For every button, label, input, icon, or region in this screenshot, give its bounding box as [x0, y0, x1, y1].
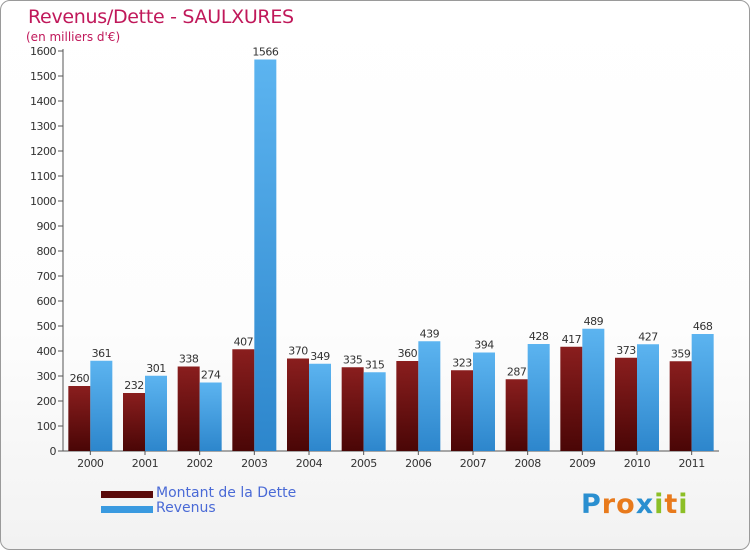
debt-value-label: 407 — [234, 335, 254, 348]
revenue-bar — [473, 352, 495, 451]
revenue-value-label: 361 — [92, 347, 112, 360]
x-tick-label: 2010 — [624, 457, 651, 470]
y-tick-label: 1400 — [30, 95, 56, 108]
y-tick-label: 1100 — [30, 170, 56, 183]
revenue-bar — [90, 360, 113, 451]
y-tick-label: 300 — [37, 370, 57, 383]
x-tick-label: 2003 — [241, 457, 268, 470]
legend-swatch-debt — [101, 491, 153, 498]
debt-value-label: 232 — [124, 379, 144, 392]
logo-letter: o — [616, 489, 636, 520]
debt-bar — [177, 366, 200, 451]
revenue-bar — [691, 334, 714, 451]
revenue-value-label: 468 — [693, 320, 713, 333]
proxiti-logo: Proxiti — [581, 489, 689, 520]
debt-bar — [451, 370, 473, 451]
y-tick-label: 600 — [37, 295, 57, 308]
debt-bar — [341, 367, 364, 451]
y-tick-label: 800 — [37, 245, 57, 258]
logo-letter: i — [678, 489, 689, 520]
logo-letter: P — [581, 489, 602, 520]
debt-bar — [505, 379, 528, 451]
revenue-value-label: 439 — [420, 327, 440, 340]
y-tick-label: 500 — [37, 320, 57, 333]
debt-value-label: 338 — [179, 353, 199, 366]
debt-bar — [615, 357, 637, 451]
debt-bar — [396, 361, 419, 451]
debt-value-label: 370 — [288, 345, 308, 358]
x-tick-label: 2005 — [350, 457, 377, 470]
y-tick-label: 200 — [37, 395, 57, 408]
revenue-bar — [363, 372, 386, 451]
x-tick-label: 2006 — [405, 457, 432, 470]
y-tick-label: 100 — [37, 420, 57, 433]
debt-value-label: 287 — [507, 365, 527, 378]
logo-letter: i — [654, 489, 665, 520]
debt-bar — [560, 346, 583, 451]
revenue-bar — [254, 59, 277, 451]
revenue-bar — [145, 375, 167, 451]
revenue-value-label: 301 — [146, 362, 166, 375]
revenue-bar — [199, 382, 222, 451]
y-tick-label: 400 — [37, 345, 57, 358]
logo-letter: t — [664, 489, 679, 520]
y-tick-label: 1000 — [30, 195, 56, 208]
revenue-value-label: 394 — [474, 339, 494, 352]
debt-value-label: 417 — [562, 333, 582, 346]
x-tick-label: 2007 — [460, 457, 487, 470]
logo-letter: r — [601, 489, 617, 520]
legend-label-debt: Montant de la Dette — [156, 485, 297, 501]
debt-value-label: 373 — [616, 344, 636, 357]
x-tick-label: 2009 — [569, 457, 596, 470]
debt-bar — [123, 393, 145, 451]
debt-value-label: 359 — [671, 347, 691, 360]
x-tick-label: 2004 — [296, 457, 323, 470]
revenue-value-label: 349 — [310, 350, 330, 363]
revenue-bar — [637, 344, 659, 451]
y-tick-label: 1200 — [30, 145, 56, 158]
y-tick-label: 1600 — [30, 45, 56, 58]
y-tick-label: 1500 — [30, 70, 56, 83]
revenue-value-label: 427 — [638, 330, 658, 343]
revenue-bar — [582, 328, 605, 451]
debt-bar — [287, 358, 309, 451]
y-tick-label: 1300 — [30, 120, 56, 133]
x-tick-label: 2001 — [132, 457, 158, 470]
y-tick-label: 0 — [50, 445, 57, 458]
revenue-value-label: 428 — [529, 330, 549, 343]
revenue-value-label: 274 — [201, 369, 221, 382]
chart-title: Revenus/Dette - SAULXURES — [28, 6, 294, 28]
debt-value-label: 360 — [398, 347, 418, 360]
debt-bar — [669, 361, 692, 451]
debt-bar — [232, 349, 255, 451]
revenue-bar — [309, 363, 331, 451]
revenue-value-label: 1566 — [252, 46, 278, 59]
debt-value-label: 323 — [452, 356, 472, 369]
y-tick-label: 700 — [37, 270, 57, 283]
revenue-bar — [418, 341, 441, 451]
x-tick-label: 2011 — [678, 457, 704, 470]
debt-bar — [68, 386, 91, 451]
x-tick-label: 2000 — [77, 457, 104, 470]
debt-value-label: 335 — [343, 353, 363, 366]
legend-swatch-revenue — [101, 506, 153, 513]
x-tick-label: 2002 — [186, 457, 212, 470]
logo-letter: x — [635, 489, 655, 520]
debt-value-label: 260 — [70, 372, 90, 385]
legend-label-revenue: Revenus — [156, 500, 216, 516]
revenue-bar — [527, 344, 550, 451]
revenue-value-label: 315 — [365, 358, 385, 371]
x-tick-label: 2008 — [514, 457, 541, 470]
y-tick-label: 900 — [37, 220, 57, 233]
chart-unit-label: (en milliers d'€) — [26, 30, 121, 44]
revenue-value-label: 489 — [584, 315, 604, 328]
